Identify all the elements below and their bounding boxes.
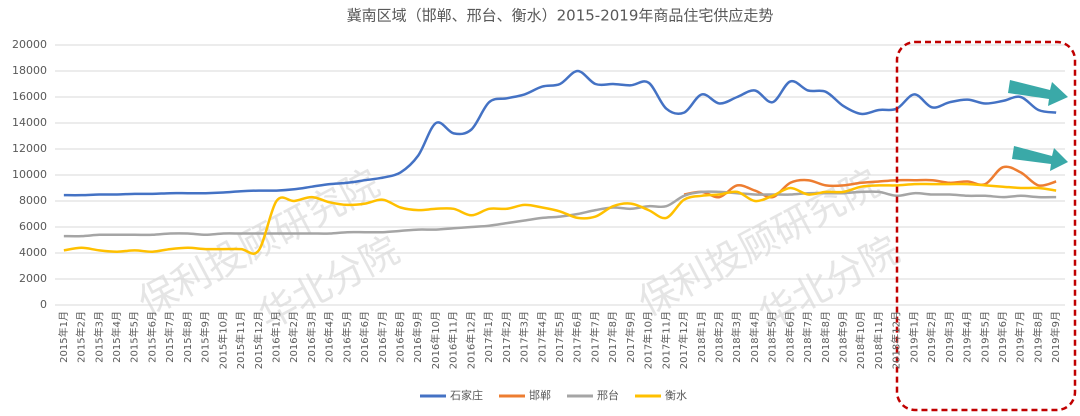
x-tick-label: 2019年7月	[1014, 311, 1027, 363]
x-tick-label: 2017年2月	[500, 311, 513, 363]
arrow	[1008, 80, 1068, 106]
x-tick-label: 2016年11月	[447, 311, 460, 369]
x-tick-label: 2016年9月	[411, 311, 424, 363]
y-tick-label: 2000	[19, 272, 47, 285]
x-tick-label: 2016年6月	[358, 311, 371, 363]
x-tick-label: 2016年7月	[376, 311, 389, 363]
x-tick-label: 2019年5月	[978, 311, 991, 363]
y-tick-label: 6000	[19, 220, 47, 233]
x-tick-label: 2015年11月	[234, 311, 247, 369]
y-tick-label: 8000	[19, 194, 47, 207]
chart-title: 冀南区域（邯郸、邢台、衡水）2015-2019年商品住宅供应走势	[347, 7, 774, 25]
x-tick-label: 2015年12月	[252, 311, 265, 369]
x-tick-label: 2015年10月	[216, 311, 229, 369]
x-tick-label: 2015年8月	[181, 311, 194, 363]
line	[63, 182, 1057, 255]
legend-label: 石家庄	[450, 388, 483, 402]
y-tick-label: 16000	[12, 90, 47, 103]
y-tick-label: 0	[40, 298, 47, 311]
x-tick-label: 2018年12月	[890, 311, 903, 369]
highlight-box	[895, 40, 1077, 412]
line	[63, 69, 1057, 197]
x-tick-label: 2016年4月	[323, 311, 336, 363]
arrow	[1012, 146, 1068, 171]
x-tick-label: 2015年5月	[128, 311, 141, 363]
y-tick-label: 10000	[12, 168, 47, 181]
x-tick-label: 2016年1月	[269, 311, 282, 363]
y-tick-label: 18000	[12, 64, 47, 77]
line	[683, 165, 1057, 199]
x-tick-label: 2019年3月	[943, 311, 956, 363]
x-tick-label: 2016年12月	[464, 311, 477, 369]
x-tick-label: 2018年2月	[712, 311, 725, 363]
x-tick-label: 2019年2月	[925, 311, 938, 363]
legend-label: 衡水	[665, 389, 687, 402]
y-tick-label: 14000	[12, 116, 47, 129]
x-tick-label: 2017年3月	[518, 311, 531, 363]
x-tick-label: 2017年9月	[624, 311, 637, 363]
line	[63, 190, 1057, 238]
x-tick-label: 2017年1月	[482, 311, 495, 363]
legend-label: 邢台	[597, 388, 619, 402]
x-tick-label: 2019年1月	[907, 311, 920, 363]
x-tick-label: 2019年9月	[1049, 311, 1062, 363]
x-tick-label: 2015年4月	[110, 311, 123, 363]
x-tick-label: 2018年10月	[854, 311, 867, 369]
x-tick-label: 2017年12月	[677, 311, 690, 369]
x-tick-label: 2018年11月	[872, 311, 885, 369]
x-tick-label: 2019年6月	[996, 311, 1009, 363]
x-tick-label: 2018年8月	[819, 311, 832, 363]
x-tick-label: 2015年6月	[145, 311, 158, 363]
x-tick-label: 2017年5月	[553, 311, 566, 363]
x-tick-label: 2017年6月	[571, 311, 584, 363]
x-tick-label: 2016年3月	[305, 311, 318, 363]
x-tick-label: 2016年2月	[287, 311, 300, 363]
x-tick-label: 2016年10月	[429, 311, 442, 369]
x-tick-label: 2017年11月	[659, 311, 672, 369]
x-tick-label: 2015年9月	[199, 311, 212, 363]
x-tick-label: 2015年1月	[57, 311, 70, 363]
x-tick-label: 2016年5月	[340, 311, 353, 363]
x-tick-label: 2015年2月	[75, 311, 88, 363]
y-tick-label: 20000	[12, 38, 47, 51]
legend-label: 邯郸	[529, 388, 551, 402]
x-tick-label: 2018年7月	[801, 311, 814, 363]
x-tick-label: 2018年3月	[730, 311, 743, 363]
x-tick-label: 2018年5月	[766, 311, 779, 363]
x-tick-label: 2015年3月	[92, 311, 105, 363]
x-tick-label: 2018年6月	[783, 311, 796, 363]
y-tick-label: 4000	[19, 246, 47, 259]
x-tick-label: 2016年8月	[394, 311, 407, 363]
x-tick-label: 2018年1月	[695, 311, 708, 363]
x-tick-label: 2017年10月	[642, 311, 655, 369]
x-tick-label: 2018年4月	[748, 311, 761, 363]
x-tick-label: 2018年9月	[837, 311, 850, 363]
x-tick-label: 2017年4月	[535, 311, 548, 363]
x-tick-label: 2015年7月	[163, 311, 176, 363]
y-tick-label: 12000	[12, 142, 47, 155]
x-tick-label: 2019年8月	[1031, 311, 1044, 363]
x-tick-label: 2017年8月	[606, 311, 619, 363]
x-tick-label: 2019年4月	[961, 311, 974, 363]
x-tick-label: 2017年7月	[588, 311, 601, 363]
